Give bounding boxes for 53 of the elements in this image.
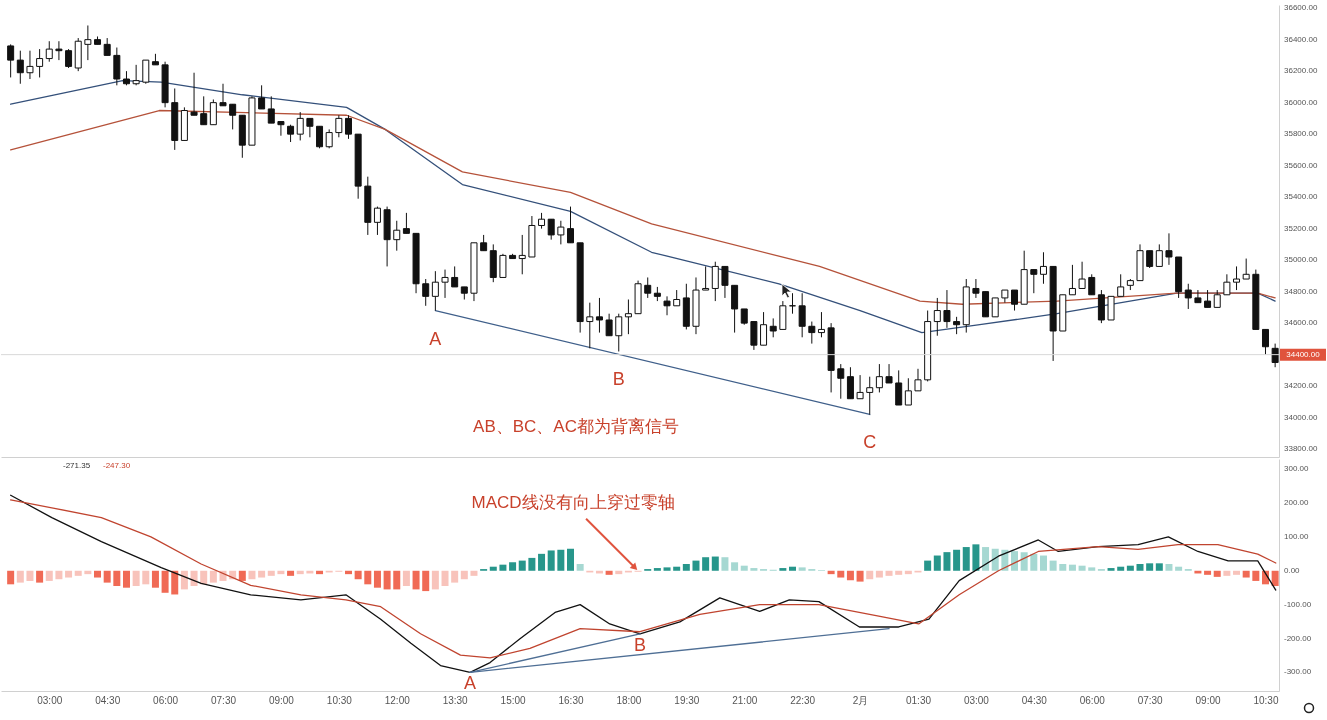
y-tick-label: 100.00 (1284, 531, 1310, 541)
y-tick-label: -200.00 (1284, 633, 1312, 643)
y-tick-label: 34200.00 (1284, 381, 1318, 391)
x-tick-label: 12:00 (384, 694, 411, 706)
x-tick-label: 04:30 (1021, 694, 1048, 706)
annotation: AB、BC、AC都为背离信号 (473, 417, 679, 436)
x-tick-label: 15:00 (500, 694, 527, 706)
annotation: B (612, 369, 625, 390)
x-tick-label: 10:30 (1253, 694, 1279, 706)
annotation: -247.30 (103, 461, 131, 470)
y-tick-label: 36200.00 (1284, 66, 1318, 76)
x-tick-label: 04:30 (95, 694, 121, 706)
annotation: MACD线没有向上穿过零轴 (471, 492, 675, 512)
y-tick-label: 34600.00 (1284, 318, 1318, 328)
x-tick-label: 09:00 (268, 694, 295, 706)
x-tick-label: 09:00 (1195, 694, 1222, 706)
x-tick-label: 07:30 (1137, 694, 1164, 706)
annotation: C (863, 432, 877, 453)
annotation: -271.35 (63, 461, 91, 470)
y-tick-label: 34000.00 (1284, 412, 1318, 422)
y-tick-label: 300.00 (1284, 464, 1310, 474)
x-tick-label: 13:30 (442, 694, 469, 706)
y-tick-label: 36000.00 (1284, 97, 1318, 107)
y-tick-label: 0.00 (1284, 565, 1301, 575)
y-tick-label: 200.00 (1284, 498, 1310, 508)
annotation: A (464, 673, 477, 694)
x-tick-label: 06:00 (153, 694, 179, 706)
y-tick-label: 36600.00 (1284, 3, 1318, 13)
y-tick-label: 35000.00 (1284, 255, 1318, 265)
x-tick-label: 2月 (852, 694, 869, 706)
y-tick-label: 35600.00 (1284, 160, 1318, 170)
x-tick-label: 18:00 (616, 694, 642, 706)
x-tick-label: 10:30 (326, 694, 353, 706)
y-tick-label: 35800.00 (1284, 129, 1318, 139)
x-tick-label: 22:30 (790, 694, 816, 706)
y-tick-label: 35200.00 (1284, 223, 1318, 233)
x-tick-label: 16:30 (558, 694, 584, 706)
ref-line-label: 34400.00 (1286, 349, 1321, 359)
annotation: B (633, 634, 647, 655)
y-tick-label: 35400.00 (1284, 192, 1318, 202)
x-tick-label: 01:30 (905, 694, 932, 706)
x-tick-label: 03:00 (37, 694, 63, 706)
y-tick-label: 36400.00 (1284, 34, 1318, 44)
y-tick-label: -100.00 (1284, 599, 1312, 609)
x-tick-label: 07:30 (210, 694, 237, 706)
y-tick-label: 33800.00 (1284, 444, 1318, 454)
x-tick-label: 06:00 (1079, 694, 1106, 706)
x-tick-label: 19:30 (674, 694, 700, 706)
x-tick-label: 21:00 (732, 694, 758, 706)
y-tick-label: -300.00 (1284, 667, 1312, 677)
x-tick-label: 03:00 (963, 694, 990, 706)
y-tick-label: 34800.00 (1284, 286, 1318, 296)
annotation: A (429, 328, 442, 349)
